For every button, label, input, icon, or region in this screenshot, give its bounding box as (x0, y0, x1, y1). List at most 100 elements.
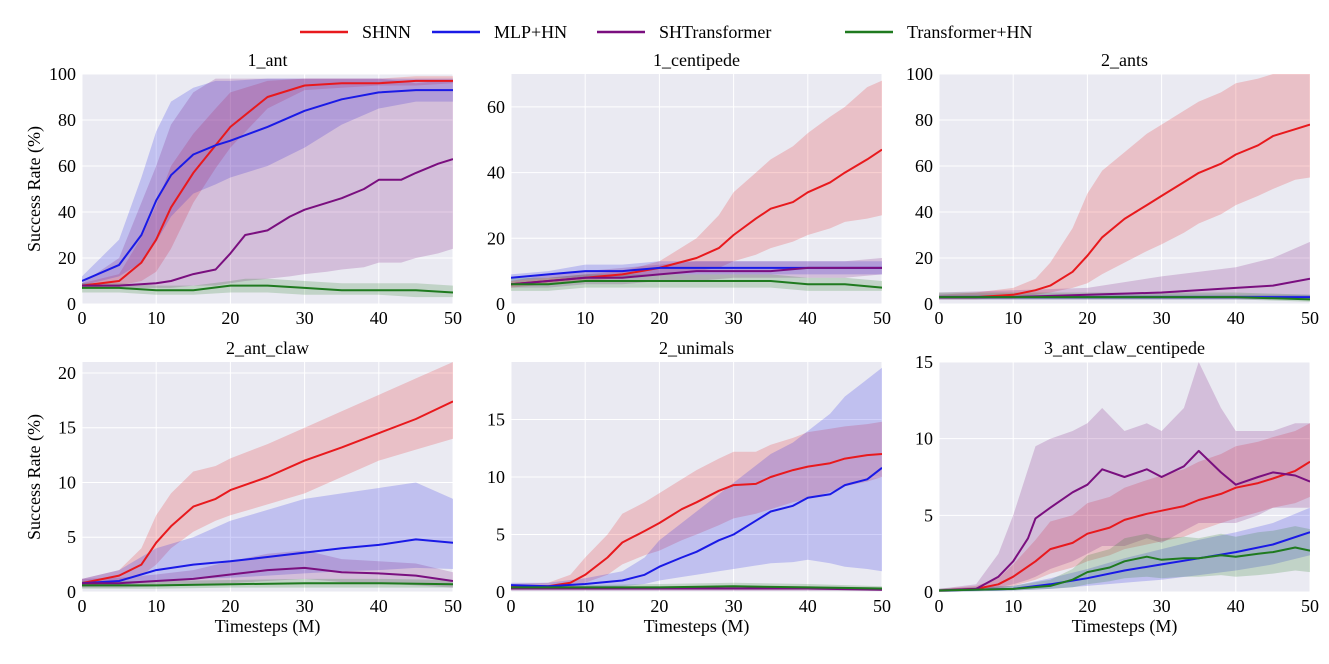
y-tick-label: 15 (487, 410, 505, 430)
x-tick-label: 10 (576, 596, 594, 616)
y-axis-title: Success Rate (%) (24, 126, 45, 252)
line-transformer-hn (511, 280, 882, 289)
y-tick-label: 100 (906, 64, 933, 84)
line-shtransformer (82, 158, 453, 287)
band-shtransformer (82, 78, 453, 288)
plot-area (939, 362, 1310, 592)
x-tick-label: 40 (1227, 308, 1245, 328)
y-tick-label: 80 (915, 110, 933, 130)
y-tick-label: 60 (915, 156, 933, 176)
band-shnn (939, 423, 1310, 592)
y-tick-label: 5 (924, 505, 933, 525)
band-shtransformer (82, 550, 453, 588)
y-tick-label: 10 (915, 429, 933, 449)
band-mlp-hn (939, 507, 1310, 592)
x-tick-label: 50 (873, 596, 891, 616)
line-shnn (511, 453, 882, 588)
legend-label-transformer-hn: Transformer+HN (907, 22, 1032, 42)
line-shnn (939, 460, 1310, 592)
panel-2-unimals: 2_unimals 0 10 20 30 40 50 0 5 10 15 Timesteps (M) (487, 338, 891, 637)
x-tick-label: 20 (221, 308, 239, 328)
x-tick-label: 40 (370, 596, 388, 616)
x-tick-label: 40 (1227, 596, 1245, 616)
plot-area (82, 362, 453, 589)
band-shnn (82, 76, 453, 288)
x-tick-label: 20 (650, 308, 668, 328)
x-tick-label: 0 (507, 308, 516, 328)
x-tick-label: 20 (650, 596, 668, 616)
line-mlp-hn (82, 89, 453, 282)
x-axis-title: Timesteps (M) (215, 616, 321, 637)
line-shnn (82, 400, 453, 585)
panel-1-centipede: 1_centipede 0 10 20 30 40 50 0 20 40 60 (487, 50, 891, 328)
plot-background (82, 74, 453, 304)
line-shtransformer (511, 587, 882, 591)
y-tick-label: 0 (496, 294, 505, 314)
line-mlp-hn (511, 467, 882, 588)
panel-3-ant-claw-centipede: 3_ant_claw_centipede 0 10 20 30 40 50 0 5 10 15 Tim… (915, 338, 1319, 637)
line-transformer-hn (939, 546, 1310, 592)
band-shnn (939, 74, 1310, 300)
panel-title: 2_unimals (659, 338, 734, 358)
x-tick-label: 30 (1153, 308, 1171, 328)
y-tick-label: 20 (58, 248, 76, 268)
plot-area (511, 367, 882, 591)
plot-background (511, 74, 882, 304)
x-tick-label: 0 (78, 596, 87, 616)
band-shtransformer (939, 241, 1310, 300)
y-tick-label: 40 (58, 202, 76, 222)
line-transformer-hn (511, 585, 882, 590)
line-transformer-hn (82, 582, 453, 587)
band-shnn (82, 362, 453, 587)
band-mlp-hn (82, 78, 453, 286)
x-tick-label: 40 (370, 308, 388, 328)
plot-area (939, 74, 1310, 302)
x-tick-label: 30 (1153, 596, 1171, 616)
line-transformer-hn (939, 296, 1310, 301)
y-axis-title: Success Rate (%) (24, 414, 45, 540)
x-tick-label: 0 (935, 308, 944, 328)
x-tick-label: 0 (78, 308, 87, 328)
line-shtransformer (82, 566, 453, 585)
x-axis-title: Timesteps (M) (1072, 616, 1178, 637)
legend-label-shnn: SHNN (362, 22, 411, 42)
x-tick-label: 20 (1078, 308, 1096, 328)
plot-area (82, 76, 453, 298)
x-tick-label: 10 (1004, 308, 1022, 328)
line-shtransformer (511, 266, 882, 286)
panel-title: 1_ant (248, 50, 288, 70)
y-tick-label: 15 (915, 352, 933, 372)
band-transformer-hn (82, 278, 453, 298)
line-shnn (511, 148, 882, 286)
y-tick-label: 60 (58, 156, 76, 176)
band-shnn (511, 80, 882, 288)
x-tick-label: 30 (296, 596, 314, 616)
panel-title: 2_ant_claw (226, 338, 309, 358)
line-shnn (939, 123, 1310, 299)
x-tick-label: 40 (799, 308, 817, 328)
y-tick-label: 80 (58, 110, 76, 130)
y-tick-label: 5 (496, 525, 505, 545)
line-transformer-hn (82, 284, 453, 294)
y-tick-label: 40 (487, 163, 505, 183)
y-tick-label: 0 (67, 294, 76, 314)
legend: SHNN MLP+HN SHTransformer Transformer+HN (300, 22, 1032, 42)
y-tick-label: 40 (915, 202, 933, 222)
x-tick-label: 50 (444, 596, 462, 616)
band-mlp-hn (511, 367, 882, 589)
x-axis-title: Timesteps (M) (644, 616, 750, 637)
legend-item-shtransformer: SHTransformer (597, 22, 771, 42)
y-tick-label: 0 (496, 582, 505, 602)
y-tick-label: 15 (58, 418, 76, 438)
x-tick-label: 10 (147, 308, 165, 328)
band-mlp-hn (82, 482, 453, 587)
x-tick-label: 0 (507, 596, 516, 616)
plot-area (511, 80, 882, 291)
x-tick-label: 50 (1301, 308, 1319, 328)
x-tick-label: 10 (1004, 596, 1022, 616)
x-tick-label: 0 (935, 596, 944, 616)
legend-item-transformer-hn: Transformer+HN (845, 22, 1032, 42)
band-transformer-hn (939, 526, 1310, 592)
legend-label-shtransformer: SHTransformer (659, 22, 771, 42)
